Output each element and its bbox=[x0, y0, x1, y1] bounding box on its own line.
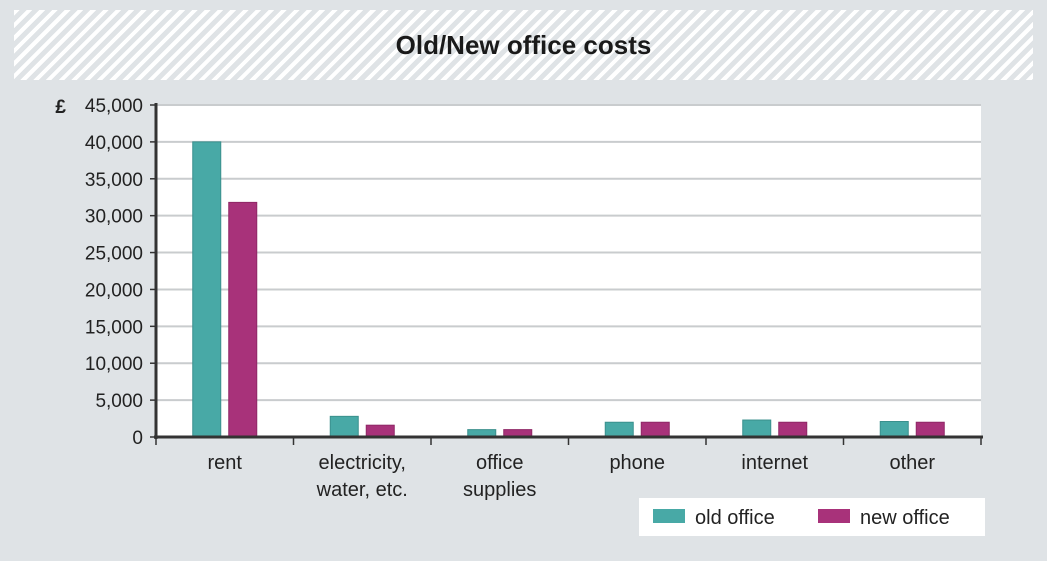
bar-new-office bbox=[915, 421, 945, 438]
y-tick-label: 10,000 bbox=[85, 354, 143, 375]
y-tick-label: 40,000 bbox=[85, 133, 143, 154]
y-tick-label: 45,000 bbox=[85, 96, 143, 117]
y-tick-label: 0 bbox=[132, 428, 143, 449]
bar-old-office bbox=[742, 419, 772, 438]
category-label: office bbox=[476, 452, 523, 474]
bar-new-office bbox=[228, 201, 258, 438]
y-tick-label: 30,000 bbox=[85, 207, 143, 228]
plot-area bbox=[156, 105, 981, 437]
bar-old-office bbox=[879, 421, 909, 438]
y-axis-label: £ bbox=[55, 97, 66, 118]
category-label: other bbox=[889, 452, 935, 474]
y-tick-label: 15,000 bbox=[85, 317, 143, 338]
y-tick-label: 35,000 bbox=[85, 170, 143, 191]
bar-new-office bbox=[640, 421, 670, 438]
legend-label: new office bbox=[860, 507, 950, 529]
category-label: rent bbox=[208, 452, 243, 474]
category-label: water, etc. bbox=[316, 479, 408, 501]
legend-swatch bbox=[653, 509, 685, 523]
category-label: phone bbox=[609, 452, 665, 474]
bar-new-office bbox=[365, 424, 395, 438]
legend-label: old office bbox=[695, 507, 775, 529]
bar-old-office bbox=[192, 141, 222, 438]
bar-new-office bbox=[778, 421, 808, 438]
y-tick-label: 5,000 bbox=[95, 391, 143, 412]
category-label: supplies bbox=[463, 479, 536, 501]
legend-swatch bbox=[818, 509, 850, 523]
bar-old-office bbox=[329, 415, 359, 438]
title-band: Old/New office costs bbox=[14, 10, 1033, 80]
legend-box bbox=[639, 498, 985, 536]
category-label: internet bbox=[741, 452, 808, 474]
chart-title: Old/New office costs bbox=[395, 29, 652, 60]
bar-old-office bbox=[604, 421, 634, 438]
category-label: electricity, bbox=[319, 452, 406, 474]
y-tick-label: 20,000 bbox=[85, 280, 143, 301]
y-tick-label: 25,000 bbox=[85, 244, 143, 265]
